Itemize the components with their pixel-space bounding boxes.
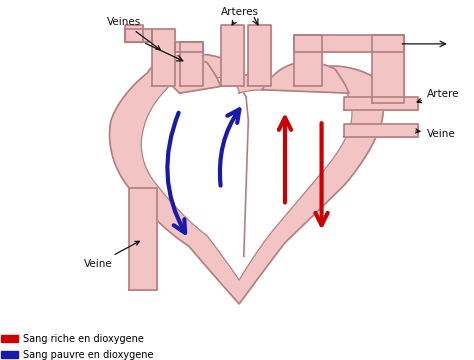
Polygon shape	[161, 58, 221, 93]
Polygon shape	[129, 188, 157, 290]
Legend: Sang riche en dioxygene, Sang pauvre en dioxygene: Sang riche en dioxygene, Sang pauvre en …	[0, 330, 157, 360]
Polygon shape	[125, 28, 152, 42]
Polygon shape	[345, 124, 418, 138]
Polygon shape	[109, 54, 383, 304]
Polygon shape	[180, 42, 202, 86]
Polygon shape	[248, 25, 271, 86]
Polygon shape	[345, 96, 418, 110]
Text: Veines: Veines	[107, 17, 160, 50]
Text: Artere: Artere	[417, 89, 459, 103]
Text: Arteres: Arteres	[221, 7, 259, 25]
Polygon shape	[372, 35, 404, 103]
Text: Veine: Veine	[416, 129, 456, 139]
Polygon shape	[152, 28, 175, 86]
Polygon shape	[221, 25, 244, 86]
Polygon shape	[175, 42, 202, 52]
Polygon shape	[294, 35, 321, 86]
Polygon shape	[294, 35, 404, 52]
Polygon shape	[141, 76, 352, 280]
Polygon shape	[262, 62, 349, 93]
Text: Veine: Veine	[83, 241, 139, 269]
Polygon shape	[125, 25, 143, 42]
